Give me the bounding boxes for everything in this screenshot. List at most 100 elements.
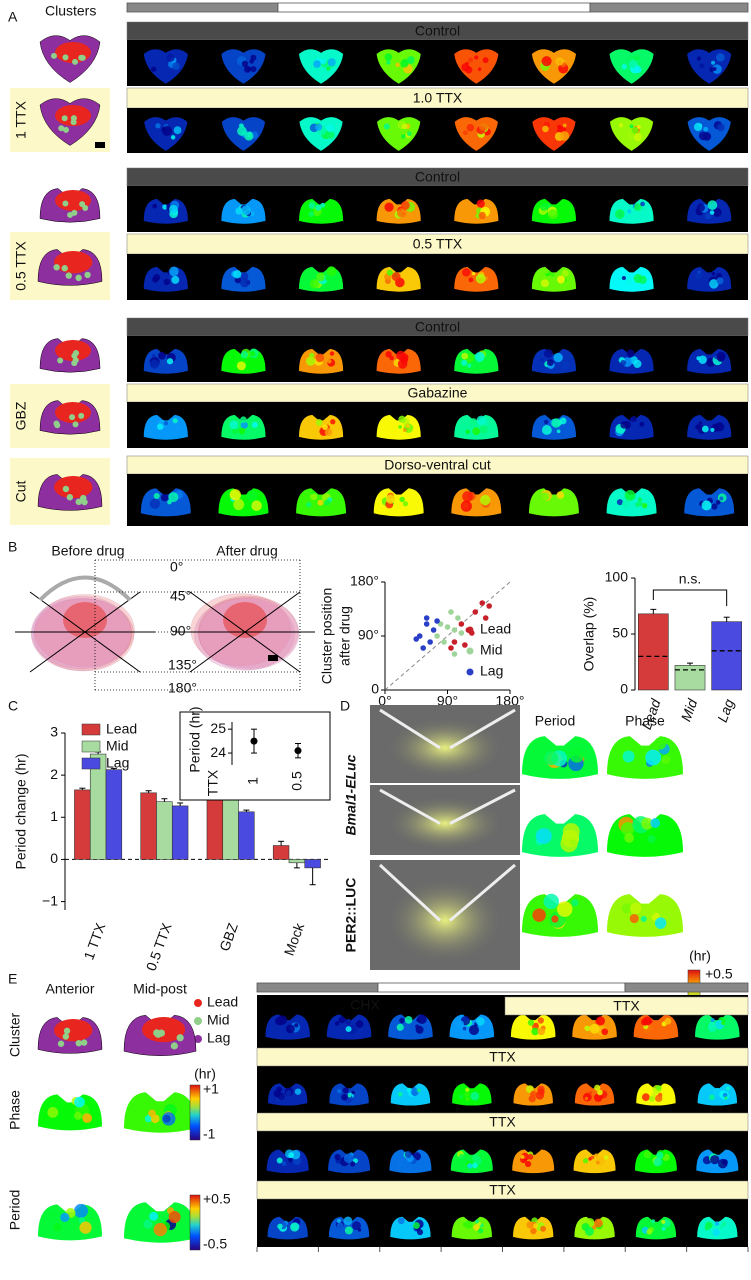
scn-image <box>607 894 683 937</box>
bar <box>272 845 290 860</box>
point <box>451 627 458 633</box>
row-label: PER2::LUC <box>343 878 359 953</box>
x-tick-label: 0.5 <box>289 771 305 791</box>
scn-texture <box>698 131 708 141</box>
scn-texture <box>710 427 715 432</box>
scn-texture <box>582 1158 589 1164</box>
scn-texture <box>352 1221 361 1231</box>
legend-label: Mid <box>480 642 503 658</box>
scn-texture <box>334 1154 341 1161</box>
banner <box>504 996 749 1016</box>
scn-texture <box>637 497 643 502</box>
scn-texture <box>162 204 168 210</box>
scn-texture <box>456 1020 465 1029</box>
bar <box>238 811 255 860</box>
scn-texture <box>633 274 643 283</box>
angle-label: 0° <box>170 559 183 575</box>
scn-texture <box>386 269 393 276</box>
scn-texture <box>719 1225 723 1229</box>
scn-texture <box>404 1016 413 1024</box>
x-tick-label: 1 TTX <box>80 920 108 962</box>
scn-texture <box>643 904 656 917</box>
bar <box>711 621 743 691</box>
angle-label: 90° <box>170 623 191 639</box>
scn-texture <box>634 54 641 61</box>
scn-texture <box>468 1025 480 1036</box>
scn-texture <box>699 63 705 69</box>
scn-texture <box>620 360 627 366</box>
point <box>458 621 465 627</box>
row-label: 1 TTX <box>13 100 29 139</box>
row-label: Period <box>7 1190 23 1230</box>
point <box>448 645 454 651</box>
scn-texture <box>326 66 331 71</box>
scn-texture <box>654 737 667 750</box>
scn-texture <box>347 1093 352 1098</box>
scn-texture <box>530 1227 537 1235</box>
cut-line <box>379 788 441 825</box>
banner-label: TTX <box>489 1049 516 1065</box>
scn-image <box>298 49 344 84</box>
scn-texture <box>556 429 561 434</box>
scn-image <box>373 488 424 517</box>
scn-texture <box>475 273 486 284</box>
scn-texture <box>535 828 552 844</box>
scn-texture <box>601 1028 609 1036</box>
point <box>451 639 458 645</box>
scn-texture <box>407 131 412 137</box>
clusters-title: Clusters <box>45 3 96 19</box>
cluster-mid <box>62 54 69 61</box>
angle-label: 45° <box>170 588 191 604</box>
scn-texture <box>460 500 472 512</box>
scn-texture <box>640 915 647 923</box>
scn-texture <box>695 272 703 280</box>
scn-texture <box>391 272 401 282</box>
scn-texture <box>233 270 242 279</box>
scn-texture <box>397 1217 405 1225</box>
scn-texture <box>241 205 252 216</box>
scn-texture <box>294 1088 302 1095</box>
scn-texture <box>416 1018 421 1022</box>
scn-texture <box>616 499 623 506</box>
scn-texture <box>385 351 392 358</box>
scn-texture <box>337 1089 342 1094</box>
scn-texture <box>285 1024 295 1034</box>
scn-texture <box>584 1025 591 1032</box>
scn-texture <box>551 418 561 428</box>
timeline-bar <box>377 982 626 993</box>
scn-texture <box>620 822 635 836</box>
scn-texture <box>405 423 410 429</box>
x-tick-label: Mid <box>678 696 701 724</box>
scn-texture <box>544 269 549 274</box>
scn-texture <box>400 134 406 139</box>
y-axis-label: Period change (hr) <box>13 754 29 870</box>
scn-texture <box>718 1158 728 1169</box>
scn-texture <box>544 751 559 766</box>
scn-texture <box>541 56 552 67</box>
scn-image <box>124 1202 196 1243</box>
bar <box>140 792 157 860</box>
scn-texture <box>404 1151 412 1158</box>
scn-texture <box>719 496 724 501</box>
scn-texture <box>343 1153 354 1164</box>
scn-texture <box>634 66 642 73</box>
y-tick-label: 2 <box>50 766 58 782</box>
scn-texture <box>308 211 315 217</box>
scn-texture <box>470 1091 480 1101</box>
scn-texture <box>467 363 472 368</box>
scn-texture <box>542 493 550 501</box>
scn-texture <box>251 500 262 511</box>
scn-texture <box>384 202 394 212</box>
scn-texture <box>327 58 336 67</box>
scn-texture <box>396 350 406 361</box>
y-tick-label: 3 <box>50 724 58 740</box>
scn-texture <box>641 1093 650 1101</box>
y-tick-label: 0 <box>50 850 58 866</box>
cluster-mid <box>78 412 85 419</box>
scn-texture <box>397 1162 402 1167</box>
scn-texture <box>546 359 554 366</box>
scn-texture <box>628 59 638 69</box>
scn-texture <box>712 64 722 74</box>
scn-texture <box>695 424 701 430</box>
scn-texture <box>648 1019 653 1024</box>
